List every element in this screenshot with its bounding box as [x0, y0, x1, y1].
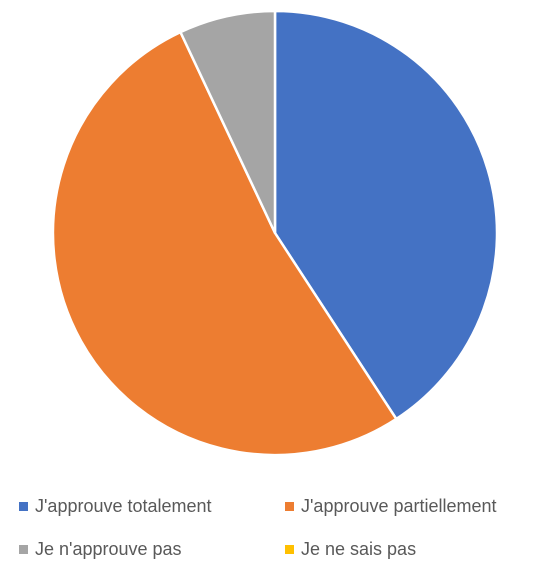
slice-approve-partially: [51, 30, 398, 457]
slice-disapprove: [179, 9, 277, 235]
